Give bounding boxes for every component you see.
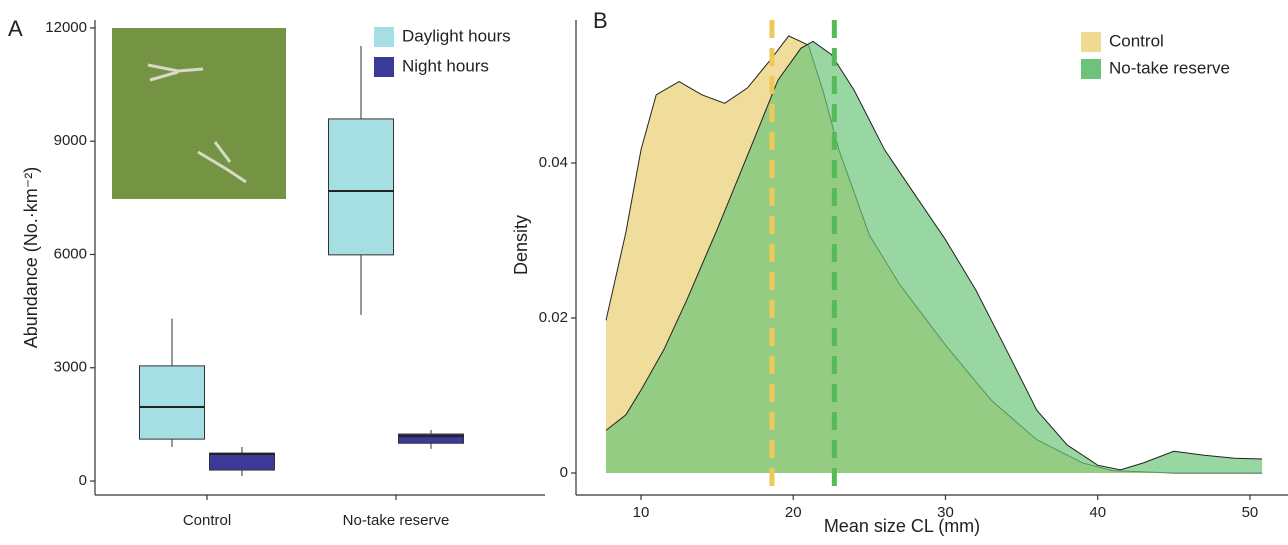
legend-swatch (1081, 59, 1101, 79)
inset-shrimp (147, 63, 247, 184)
y-tick-label: 0 (79, 472, 87, 489)
density-line (605, 40, 1263, 471)
x-tick-label: 40 (1089, 504, 1106, 521)
x-tick-label: Control (183, 512, 231, 529)
inset-photo-tone (112, 28, 286, 199)
legend-swatch (374, 57, 394, 77)
y-tick-label: 6000 (54, 245, 87, 262)
box (398, 433, 464, 444)
legend-label: No-take reserve (1109, 58, 1230, 77)
x-axis-label: Mean size CL (mm) (824, 516, 980, 536)
legend-label: Night hours (402, 56, 489, 75)
x-tick-label: 30 (937, 504, 954, 521)
box (209, 452, 275, 471)
y-axis-label: Density (511, 215, 531, 275)
y-tick-label: 0 (560, 464, 568, 481)
y-tick-label: 0.02 (539, 309, 568, 326)
y-tick-label: 0.04 (539, 154, 568, 171)
legend-label: Daylight hours (402, 26, 511, 45)
panel-label: A (8, 16, 23, 41)
y-tick-label: 9000 (54, 132, 87, 149)
box (328, 118, 394, 256)
x-tick-label: 50 (1242, 504, 1259, 521)
box (139, 365, 205, 440)
legend-swatch (1081, 32, 1101, 52)
x-tick-label: 10 (633, 504, 650, 521)
x-tick-label: 20 (785, 504, 802, 521)
y-tick-label: 3000 (54, 359, 87, 376)
y-axis-label: Abundance (No.·km⁻²) (21, 167, 41, 349)
legend-swatch (374, 27, 394, 47)
x-tick-label: No-take reserve (343, 512, 450, 529)
legend-label: Control (1109, 31, 1164, 50)
y-tick-label: 12000 (45, 19, 87, 36)
panel-label: B (593, 8, 608, 33)
